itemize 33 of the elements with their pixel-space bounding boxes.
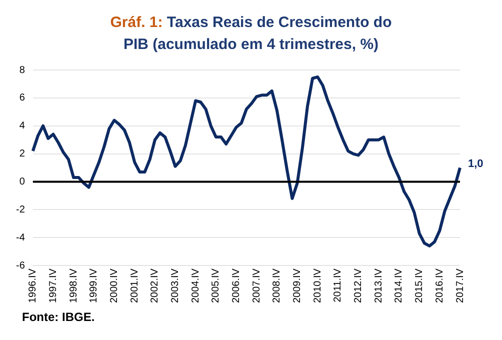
x-tick-label: 2015.IV — [414, 268, 426, 304]
data-label: 1,0 — [468, 158, 484, 170]
x-tick-label: 2006.IV — [231, 268, 242, 304]
x-tick-label: 2009.IV — [292, 268, 304, 304]
x-tick-label: 2001.IV — [129, 268, 140, 304]
x-tick-label: 2008.IV — [272, 268, 283, 304]
x-tick-label: 2014.IV — [394, 268, 405, 304]
x-tick-label: 1998.IV — [68, 268, 80, 304]
y-tick-label: 2 — [19, 148, 26, 160]
x-tick-label: 2007.IV — [251, 268, 262, 304]
x-tick-label: 2017.IV — [454, 268, 466, 304]
x-tick-label: 2004.IV — [190, 268, 202, 304]
source-note: Fonte: IBGE. — [22, 310, 96, 324]
x-tick-label: 2012.IV — [353, 268, 364, 304]
y-tick-label: 8 — [19, 64, 26, 76]
y-tick-label: 6 — [19, 92, 26, 104]
x-tick-label: 2016.IV — [434, 268, 446, 304]
x-tick-label: 2003.IV — [170, 268, 182, 304]
x-tick-label: 2011.IV — [332, 268, 344, 302]
y-tick-label: -4 — [16, 232, 26, 244]
x-tick-label: 1996.IV — [28, 268, 39, 304]
x-tick-label: 1997.IV — [48, 268, 59, 304]
x-tick-label: 2005.IV — [210, 268, 222, 304]
x-tick-label: 2013.IV — [373, 268, 384, 304]
chart-title: Gráf. 1: Taxas Reais de Crescimento do PIB (acumulado em 4 trimestres, %) — [110, 14, 392, 53]
x-tick-label: 1999.IV — [88, 268, 100, 304]
y-tick-label: -6 — [16, 260, 26, 272]
y-tick-label: 0 — [19, 176, 26, 188]
y-tick-label: 4 — [19, 120, 26, 132]
x-tick-label: 2002.IV — [150, 268, 161, 304]
y-tick-label: -2 — [16, 204, 26, 216]
x-tick-label: 2000.IV — [108, 268, 120, 304]
x-tick-label: 2010.IV — [312, 268, 324, 304]
